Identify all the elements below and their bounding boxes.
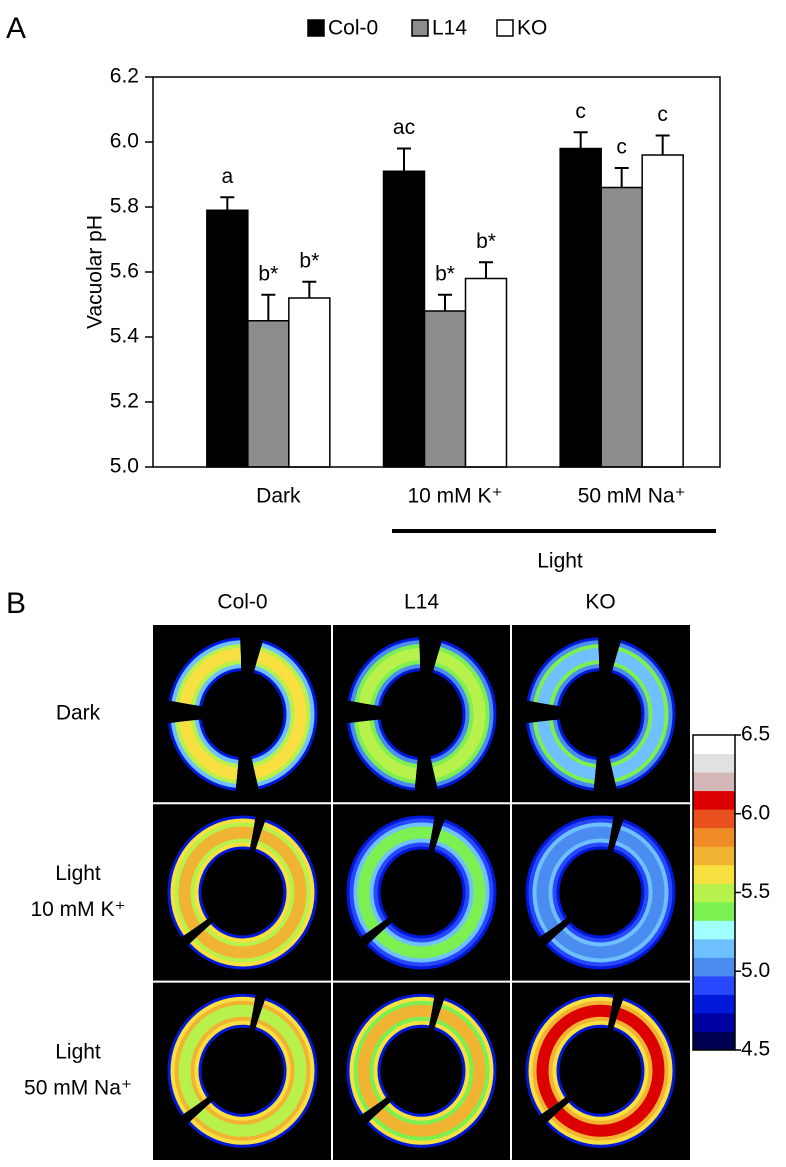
y-axis-label: Vacuolar pH (84, 215, 107, 329)
significance-letter: c (657, 103, 668, 126)
x-tick-label: 50 mM Na⁺ (578, 485, 686, 508)
colorbar-tick-label: 5.5 (741, 880, 770, 903)
colorbar-tick-label: 5.0 (741, 959, 770, 982)
bar (382, 170, 426, 468)
row-label: 50 mM Na⁺ (24, 1076, 132, 1099)
legend-label: L14 (432, 17, 467, 40)
panel-label: A (6, 12, 26, 45)
bar (464, 277, 508, 468)
legend-label: KO (517, 17, 547, 40)
group-label: Light (537, 550, 583, 573)
y-tick-label: 5.6 (110, 260, 139, 283)
colorbar-tick-label: 6.0 (741, 801, 770, 824)
colorbar-tick-label: 6.5 (741, 723, 770, 746)
significance-letter: c (575, 100, 586, 123)
significance-letter: c (616, 136, 627, 159)
row-label: 10 mM K⁺ (30, 898, 125, 921)
cell-image-ring (536, 826, 665, 959)
cell-image-ring (178, 648, 307, 781)
colorbar-segment (693, 1012, 735, 1032)
significance-letter: b* (435, 262, 455, 285)
colorbar-segment (693, 1031, 735, 1051)
legend-label: Col-0 (328, 17, 378, 40)
colorbar-segment (693, 957, 735, 977)
significance-letter: a (221, 165, 233, 188)
cell-image-ring (357, 648, 486, 781)
error-bar (438, 293, 452, 311)
colorbar-segment (693, 846, 735, 866)
colorbar-segment (693, 864, 735, 884)
colorbar-segment (693, 883, 735, 903)
colorbar-tick-label: 4.5 (741, 1038, 770, 1061)
colorbar-segment (693, 809, 735, 829)
colorbar-segment (693, 735, 735, 755)
error-bar (261, 293, 276, 321)
bar (206, 209, 249, 468)
cell-image-ring (536, 1004, 665, 1137)
cell-image-ring (357, 826, 486, 959)
y-tick-label: 6.0 (110, 130, 139, 153)
cell-image-ring (178, 1004, 307, 1137)
cell-image-ring (357, 1004, 486, 1137)
column-label: L14 (404, 591, 439, 614)
colorbar-segment (693, 790, 735, 810)
column-label: KO (585, 591, 615, 614)
row-label: Light (55, 862, 101, 885)
plot-frame (152, 76, 721, 468)
x-tick-label: 10 mM K⁺ (407, 485, 502, 508)
y-tick-label: 6.2 (110, 65, 139, 88)
bar (288, 297, 331, 468)
y-tick-label: 5.2 (110, 390, 139, 413)
error-bar (573, 131, 588, 149)
colorbar-segment (693, 920, 735, 940)
x-tick-label: Dark (256, 485, 301, 508)
error-bar (302, 280, 317, 298)
y-tick-label: 5.4 (110, 325, 140, 348)
significance-letter: ac (393, 116, 415, 139)
bar (641, 154, 684, 468)
bar (247, 320, 290, 468)
bar (423, 310, 467, 468)
bar (600, 186, 643, 468)
legend-swatch (496, 19, 514, 37)
error-bar (397, 147, 411, 172)
colorbar-segment (693, 827, 735, 847)
colorbar-segment (693, 938, 735, 958)
colorbar-segment (693, 901, 735, 921)
bar (559, 147, 602, 468)
panel-label: B (6, 587, 26, 620)
significance-letter: b* (299, 249, 319, 272)
cell-image-ring (536, 648, 665, 781)
error-bar (220, 196, 235, 211)
column-label: Col-0 (217, 591, 267, 614)
cell-image-ring (178, 826, 307, 959)
row-label: Dark (56, 702, 101, 725)
colorbar-segment (693, 772, 735, 792)
colorbar-segment (693, 994, 735, 1014)
error-bar (614, 167, 629, 188)
image-grid (153, 625, 690, 1160)
colorbar-segment (693, 975, 735, 995)
error-bar (655, 134, 670, 155)
significance-letter: b* (476, 230, 496, 253)
error-bar (479, 261, 493, 279)
legend-swatch (307, 19, 325, 37)
y-tick-label: 5.8 (110, 195, 139, 218)
row-label: Light (55, 1040, 101, 1063)
colorbar-segment (693, 753, 735, 773)
significance-letter: b* (258, 262, 278, 285)
legend-swatch (411, 19, 429, 37)
y-tick-label: 5.0 (110, 455, 139, 478)
